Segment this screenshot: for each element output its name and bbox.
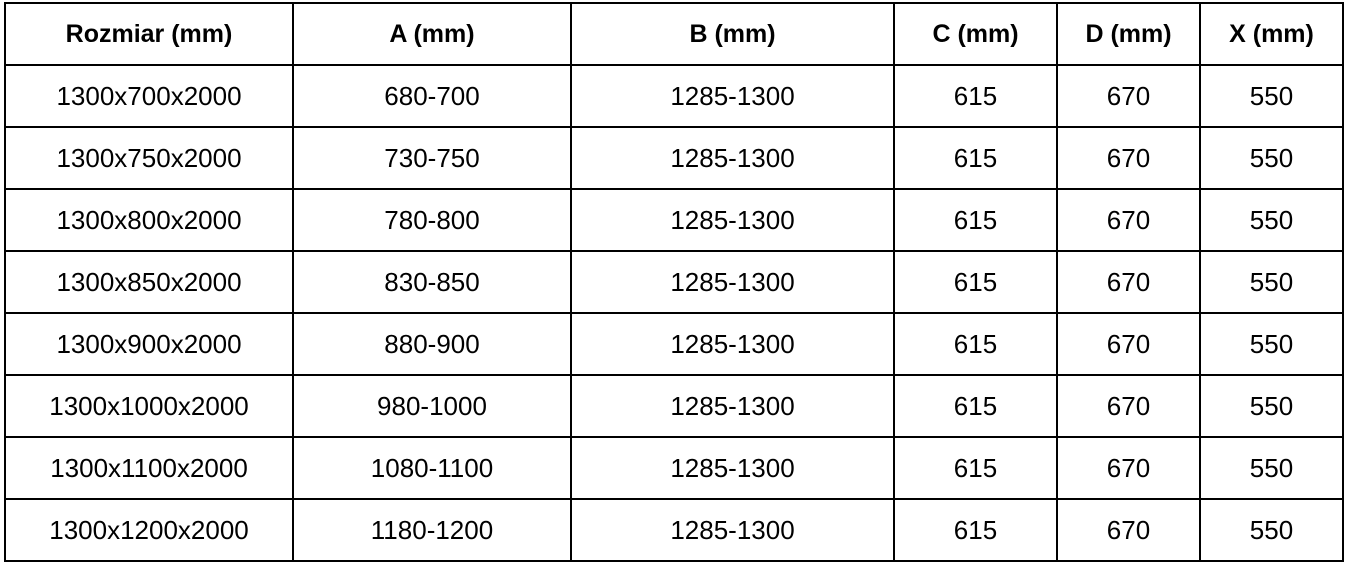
cell-d: 670 <box>1056 126 1201 190</box>
cell-a: 980-1000 <box>292 374 572 438</box>
header-x: X (mm) <box>1199 2 1344 66</box>
cell-size: 1300x750x2000 <box>4 126 294 190</box>
cell-c: 615 <box>893 374 1058 438</box>
cell-b: 1285-1300 <box>570 126 895 190</box>
cell-b: 1285-1300 <box>570 498 895 562</box>
cell-x: 550 <box>1199 312 1344 376</box>
cell-b: 1285-1300 <box>570 312 895 376</box>
size-table: Rozmiar (mm) A (mm) B (mm) C (mm) D (mm)… <box>4 2 1344 562</box>
cell-d: 670 <box>1056 312 1201 376</box>
table-row: 1300x800x2000 780-800 1285-1300 615 670 550 <box>4 188 1344 252</box>
cell-x: 550 <box>1199 126 1344 190</box>
cell-d: 670 <box>1056 250 1201 314</box>
header-d: D (mm) <box>1056 2 1201 66</box>
cell-x: 550 <box>1199 188 1344 252</box>
cell-size: 1300x1100x2000 <box>4 436 294 500</box>
cell-x: 550 <box>1199 374 1344 438</box>
header-row: Rozmiar (mm) A (mm) B (mm) C (mm) D (mm)… <box>4 2 1344 66</box>
cell-b: 1285-1300 <box>570 436 895 500</box>
cell-size: 1300x800x2000 <box>4 188 294 252</box>
table-row: 1300x900x2000 880-900 1285-1300 615 670 550 <box>4 312 1344 376</box>
cell-x: 550 <box>1199 250 1344 314</box>
cell-a: 830-850 <box>292 250 572 314</box>
cell-b: 1285-1300 <box>570 64 895 128</box>
cell-c: 615 <box>893 250 1058 314</box>
cell-a: 780-800 <box>292 188 572 252</box>
cell-size: 1300x1000x2000 <box>4 374 294 438</box>
cell-x: 550 <box>1199 64 1344 128</box>
cell-d: 670 <box>1056 498 1201 562</box>
cell-c: 615 <box>893 188 1058 252</box>
cell-d: 670 <box>1056 64 1201 128</box>
cell-b: 1285-1300 <box>570 188 895 252</box>
cell-b: 1285-1300 <box>570 250 895 314</box>
table-row: 1300x850x2000 830-850 1285-1300 615 670 550 <box>4 250 1344 314</box>
cell-size: 1300x1200x2000 <box>4 498 294 562</box>
header-c: C (mm) <box>893 2 1058 66</box>
table-row: 1300x1000x2000 980-1000 1285-1300 615 670 550 <box>4 374 1344 438</box>
cell-x: 550 <box>1199 498 1344 562</box>
header-b: B (mm) <box>570 2 895 66</box>
table-row: 1300x1200x2000 1180-1200 1285-1300 615 670 55… <box>4 498 1344 562</box>
table-row: 1300x1100x2000 1080-1100 1285-1300 615 670 55… <box>4 436 1344 500</box>
table-row: 1300x750x2000 730-750 1285-1300 615 670 550 <box>4 126 1344 190</box>
header-size: Rozmiar (mm) <box>4 2 294 66</box>
cell-a: 1180-1200 <box>292 498 572 562</box>
cell-size: 1300x900x2000 <box>4 312 294 376</box>
cell-a: 880-900 <box>292 312 572 376</box>
cell-a: 1080-1100 <box>292 436 572 500</box>
table-row: 1300x700x2000 680-700 1285-1300 615 670 550 <box>4 64 1344 128</box>
cell-c: 615 <box>893 312 1058 376</box>
cell-size: 1300x700x2000 <box>4 64 294 128</box>
cell-d: 670 <box>1056 374 1201 438</box>
cell-c: 615 <box>893 126 1058 190</box>
cell-d: 670 <box>1056 188 1201 252</box>
cell-a: 730-750 <box>292 126 572 190</box>
cell-c: 615 <box>893 64 1058 128</box>
cell-x: 550 <box>1199 436 1344 500</box>
cell-size: 1300x850x2000 <box>4 250 294 314</box>
cell-c: 615 <box>893 498 1058 562</box>
cell-a: 680-700 <box>292 64 572 128</box>
cell-c: 615 <box>893 436 1058 500</box>
cell-d: 670 <box>1056 436 1201 500</box>
cell-b: 1285-1300 <box>570 374 895 438</box>
header-a: A (mm) <box>292 2 572 66</box>
